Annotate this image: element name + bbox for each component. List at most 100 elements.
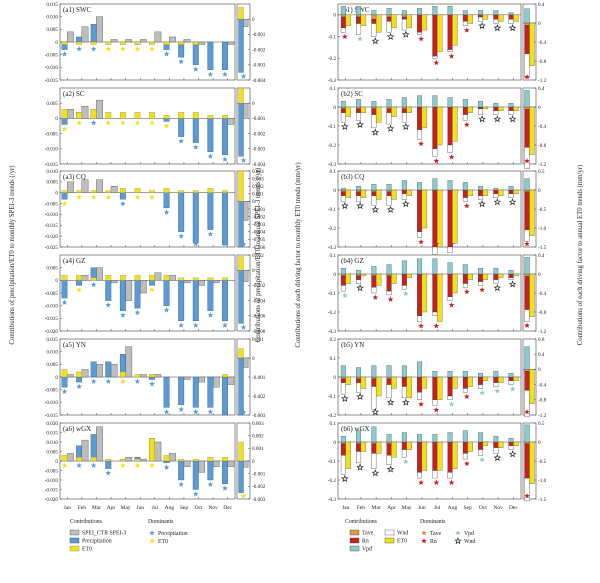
bar-vpd-b3 [386,184,392,191]
panel-label-b3: (b3) CQ [341,173,364,181]
bar-wnd-b5 [478,384,484,389]
bar-precipitation-a4 [105,280,112,301]
dominant-star-a5 [76,383,82,389]
bar-et0-b2 [406,106,412,113]
annual-ytick-label-a2: -0.004 [252,162,266,168]
dominant-star-b4 [356,284,364,292]
bar-spei-a4 [110,280,118,284]
bar-spei-a5 [154,374,162,378]
bar-rn-b4 [508,273,514,278]
bar-et0-a5 [61,369,68,378]
bar-precipitation-a4 [207,280,214,311]
bar-et0-a6 [61,455,68,462]
annual-ytick-label-a6: 0 [252,459,255,465]
bar-et0-b4 [436,273,443,322]
annual-ytick-label-b4: -0.8 [538,310,547,316]
bar-vpd-b5 [340,365,346,378]
bar-precipitation-a1 [222,41,228,71]
bar-et0-b3 [467,189,473,196]
dominant-star-b6 [356,463,364,471]
bar-tave-b6 [356,441,362,445]
dominant-star-b1 [508,24,517,32]
ytick-label-b5: 0.1 [330,356,337,362]
dominant-star-a6 [207,481,214,487]
dominant-star-b1 [463,27,470,33]
bar-spei-a5 [212,376,220,388]
dominant-star-a3 [61,200,68,207]
bar-wnd-b2 [371,114,377,129]
month-label-left: Nov [208,505,218,511]
bar-et0-a2 [90,109,97,119]
bar-tave-b6 [386,441,392,445]
bar-et0-a3 [61,190,68,193]
bar-et0-b1 [375,14,382,33]
month-label-right: Oct [479,505,487,511]
bar-et0-a4 [163,275,170,281]
dominant-star-b4 [372,294,379,300]
bar-et0-b5 [406,376,412,399]
bar-et0-a1 [192,41,199,45]
annual-ytick-label-a5: -0.002 [252,394,266,400]
annual-ytick-label-b5: 0 [538,367,541,373]
bar-vpd-b1 [432,5,438,16]
ytick-label-b4: 0.1 [330,253,337,259]
bar-wnd-b4 [493,279,499,284]
bar-vpd-b4 [386,264,392,275]
ytick-label-a4: -0.005 [45,291,59,297]
bar-et0-b6 [467,441,473,452]
dominant-star-b1 [341,33,348,40]
annual-ytick-label-a3: -0.006 [252,245,266,251]
annual-ytick-label-b3: 0.5 [538,169,545,175]
dominant-star-b2 [463,121,470,128]
bar-rn-b2 [340,108,346,113]
annual-ytick-label-a4: 0 [252,268,255,274]
bar-et0-a5 [222,374,228,378]
dominant-star-b3 [418,239,424,245]
dominant-star-a6 [90,462,97,468]
bar-rn-b4 [432,273,438,313]
legend-swatch [349,545,360,552]
annual-ytick-label-a4: -0.008 [252,329,266,335]
bar-rn-b6 [401,441,407,450]
bar-precipitation-a1 [90,24,97,43]
dominant-star-a4 [90,281,97,288]
bar-et0-b6 [360,441,367,452]
bar-rn-b3 [340,191,346,196]
annual-ytick-label-b4: -1.2 [538,329,547,335]
ytick-label-a4: 0.005 [46,265,58,271]
dominant-star-a1 [61,51,68,57]
dominant-star-a1 [120,46,126,52]
ytick-label-a1: 0.005 [46,27,58,33]
annual-ytick-label-a5: 0.001 [252,337,264,343]
bar-vpd-b3 [401,180,407,191]
bar-vpd-b3 [432,178,438,191]
dominant-star-b4 [463,288,470,295]
bar-spei-a6 [212,460,220,467]
dominant-star-a4 [192,322,199,328]
bar-et0-a2 [76,112,83,119]
bar-wnd-b3 [386,195,392,206]
bar-vpd-b2 [371,101,377,108]
ytick-label-a5: 0.005 [46,362,58,368]
bar-wnd-b4 [478,281,484,286]
bar-spei-a1 [81,26,89,43]
bar-spei-a4 [212,280,220,284]
bar-vpd-b4 [401,260,407,275]
bar-vpd-b5 [508,373,514,378]
bar-rn-b4 [493,273,499,280]
bar-et0-b2 [452,106,458,142]
bar-et0-b5 [436,376,443,400]
ytick-label-a1: -0.010 [45,65,59,71]
left-y2-axis-title: Contributions of precipitation/ET0 to an… [255,168,262,343]
dominant-star-a2 [134,119,141,126]
bar-rn-b3 [401,189,407,194]
bar-tave-b4 [356,273,362,277]
bar-wnd-b6 [417,472,423,479]
bar-rn-b4 [401,273,407,286]
dominant-star-a3 [120,200,126,207]
bar-et0-b3 [345,189,351,198]
bar-et0-b4 [360,273,367,277]
bar-tave-b1 [356,14,362,18]
legend-swatch [384,537,395,544]
month-label-left: Oct [195,505,203,511]
